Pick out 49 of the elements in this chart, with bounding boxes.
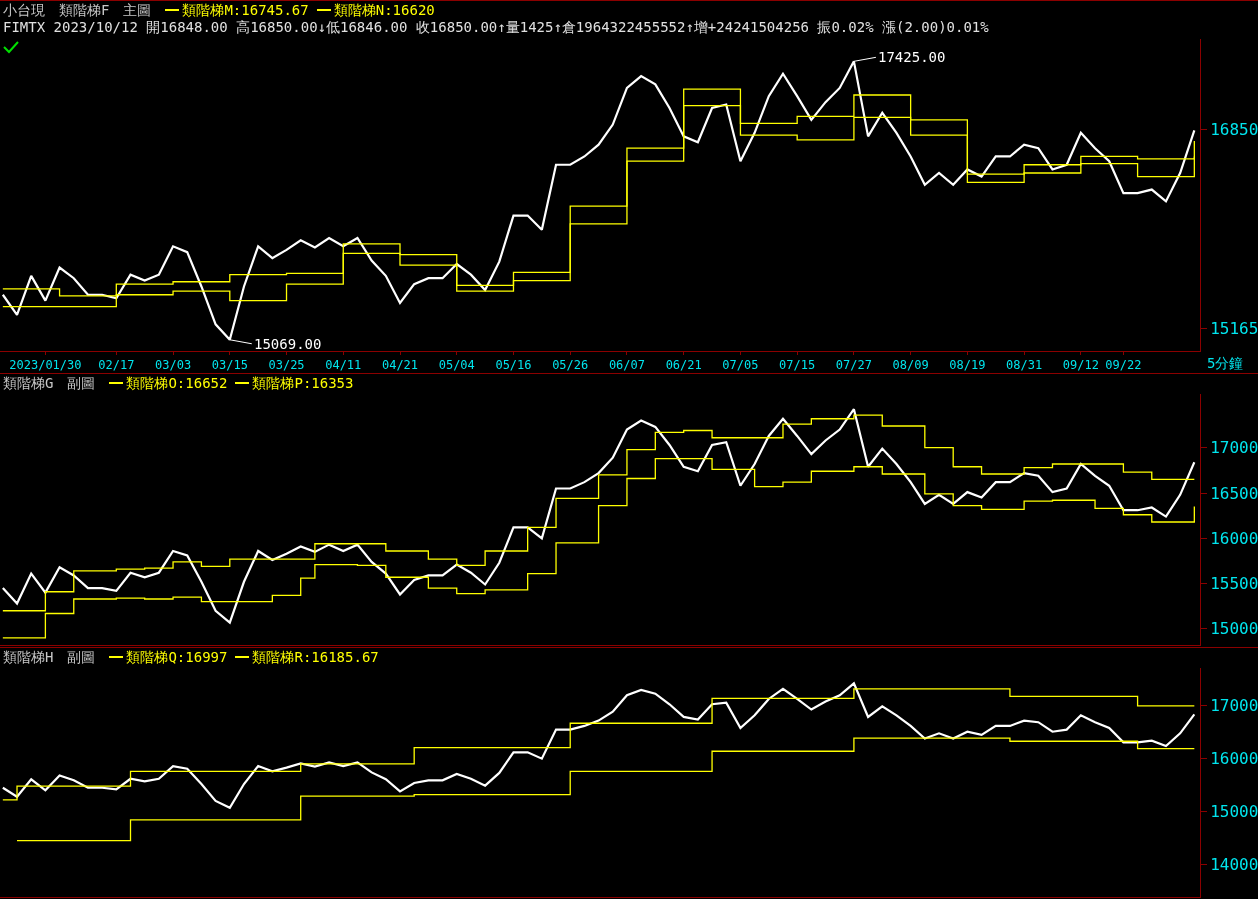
y-tick-label: 16850 <box>1210 119 1258 139</box>
text: 類階梯F <box>59 2 110 18</box>
chart-title: 類階梯H <box>3 649 54 665</box>
legend-label: 類階梯M:16745.67 <box>182 2 309 18</box>
x-tick-label: 04/11 <box>325 358 362 373</box>
chart-subtitle: FIMTX 2023/10/12 開16848.00 高16850.00↓低16846.00 收16850.00↑量1425↑倉1964322455552↑增+24241504256 振0.02% 漲(2.00)0.01% <box>3 19 989 36</box>
x-tick-label: 02/17 <box>98 358 135 373</box>
x-tick-label: 07/05 <box>722 358 759 373</box>
y-tick-label: 15165 <box>1210 319 1258 339</box>
x-tick-label: 08/09 <box>892 358 929 373</box>
text: 副圖 <box>67 649 96 665</box>
y-tick-label: 15000 <box>1210 619 1258 639</box>
annotation: 17425.00 <box>878 49 946 65</box>
text: 主圖 <box>123 2 152 18</box>
y-tick-label: 16500 <box>1210 483 1258 503</box>
y-tick-label: 15000 <box>1210 802 1258 822</box>
x-axis-title: 5分鐘 <box>1207 355 1244 371</box>
x-tick-label: 08/19 <box>949 358 986 373</box>
x-tick-label: 05/16 <box>495 358 532 373</box>
x-tick-label: 09/22 <box>1105 358 1142 373</box>
annotation: 15069.00 <box>254 336 322 352</box>
y-tick-label: 17000 <box>1210 438 1258 458</box>
x-tick-label: 06/07 <box>608 358 646 373</box>
legend-label: 類階梯P:16353 <box>252 375 354 391</box>
x-tick-label: 08/31 <box>1006 358 1043 373</box>
legend-label: 類階梯Q:16997 <box>126 649 228 665</box>
x-tick-label: 07/27 <box>835 358 872 373</box>
x-tick-label: 06/21 <box>665 358 702 373</box>
y-tick-label: 16000 <box>1210 749 1258 769</box>
chart-title: 類階梯G <box>3 375 54 391</box>
x-tick-label: 04/21 <box>381 358 419 373</box>
x-tick-label: 03/03 <box>154 358 192 373</box>
legend-label: 類階梯N:16620 <box>333 2 435 18</box>
chart-title: 小台現 <box>3 2 45 18</box>
x-tick-label: 03/15 <box>211 358 248 373</box>
x-tick-label: 05/26 <box>552 358 589 373</box>
x-tick-label: 05/04 <box>438 358 475 373</box>
y-tick-label: 15500 <box>1210 574 1258 594</box>
x-tick-label: 2023/01/30 <box>9 358 82 373</box>
legend-label: 類階梯R:16185.67 <box>252 649 379 665</box>
x-tick-label: 09/12 <box>1062 358 1099 373</box>
text: 副圖 <box>67 375 96 391</box>
legend-label: 類階梯O:16652 <box>126 375 228 391</box>
x-tick-label: 03/25 <box>268 358 305 373</box>
y-tick-label: 17000 <box>1210 696 1258 716</box>
line-series <box>1 60 1196 341</box>
y-tick-label: 16000 <box>1210 528 1258 548</box>
x-tick-label: 07/15 <box>779 358 816 373</box>
y-tick-label: 14000 <box>1210 854 1258 874</box>
